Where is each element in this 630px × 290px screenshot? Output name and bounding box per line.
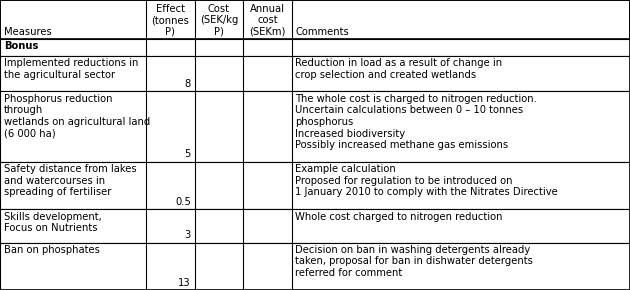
- Bar: [0, 39, 630, 56]
- Text: 13: 13: [178, 278, 191, 288]
- Bar: [0, 91, 630, 162]
- Text: Measures: Measures: [4, 27, 52, 37]
- Bar: [0, 209, 630, 242]
- Text: Cost
(SEK/kg
P): Cost (SEK/kg P): [200, 4, 238, 37]
- Text: Safety distance from lakes
and watercourses in
spreading of fertiliser: Safety distance from lakes and watercour…: [4, 164, 137, 197]
- Text: Example calculation
Proposed for regulation to be introduced on
1 January 2010 t: Example calculation Proposed for regulat…: [295, 164, 558, 197]
- Text: Reduction in load as a result of change in
crop selection and created wetlands: Reduction in load as a result of change …: [295, 58, 503, 80]
- Text: Effect
(tonnes
P): Effect (tonnes P): [151, 4, 190, 37]
- Text: 5: 5: [185, 149, 191, 160]
- Text: Whole cost charged to nitrogen reduction: Whole cost charged to nitrogen reduction: [295, 211, 503, 222]
- Text: Ban on phosphates: Ban on phosphates: [4, 245, 100, 255]
- Text: 8: 8: [185, 79, 191, 89]
- Bar: [0, 56, 630, 91]
- Text: Comments: Comments: [295, 27, 349, 37]
- Text: Annual
cost
(SEKm): Annual cost (SEKm): [249, 4, 285, 37]
- Bar: [0, 0, 630, 39]
- Text: Bonus: Bonus: [4, 41, 38, 51]
- Text: 0.5: 0.5: [175, 197, 191, 207]
- Text: Skills development,
Focus on Nutrients: Skills development, Focus on Nutrients: [4, 211, 101, 233]
- Text: Decision on ban in washing detergents already
taken, proposal for ban in dishwat: Decision on ban in washing detergents al…: [295, 245, 534, 278]
- Text: Phosphorus reduction
through
wetlands on agricultural land
(6 000 ha): Phosphorus reduction through wetlands on…: [4, 94, 150, 139]
- Bar: [0, 162, 630, 209]
- Text: 3: 3: [185, 230, 191, 240]
- Bar: [0, 242, 630, 290]
- Text: The whole cost is charged to nitrogen reduction.
Uncertain calculations between : The whole cost is charged to nitrogen re…: [295, 94, 537, 150]
- Text: Implemented reductions in
the agricultural sector: Implemented reductions in the agricultur…: [4, 58, 138, 80]
